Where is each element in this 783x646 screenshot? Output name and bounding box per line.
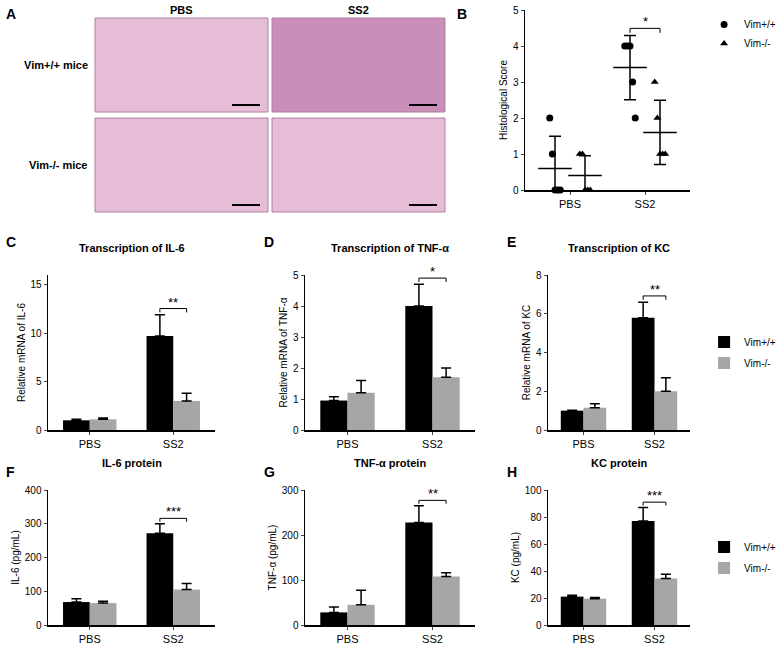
svg-text:TNF-α (pg/mL): TNF-α (pg/mL) bbox=[267, 525, 278, 591]
svg-text:Histological Score: Histological Score bbox=[498, 60, 509, 140]
svg-text:PBS: PBS bbox=[559, 198, 581, 210]
svg-text:***: *** bbox=[166, 504, 181, 519]
svg-text:PBS: PBS bbox=[79, 438, 101, 450]
svg-text:E: E bbox=[507, 234, 516, 250]
svg-text:KC protein: KC protein bbox=[591, 457, 648, 469]
svg-text:Vim-/- mice: Vim-/- mice bbox=[29, 159, 88, 171]
svg-text:5: 5 bbox=[293, 270, 299, 281]
svg-text:10: 10 bbox=[30, 328, 42, 339]
svg-text:0: 0 bbox=[36, 620, 42, 631]
svg-text:80: 80 bbox=[530, 512, 542, 523]
svg-text:*: * bbox=[643, 14, 648, 29]
svg-text:Vim+/+: Vim+/+ bbox=[744, 337, 776, 348]
svg-text:Relative mRNA of TNF-α: Relative mRNA of TNF-α bbox=[278, 297, 289, 407]
svg-text:Vim-/-: Vim-/- bbox=[744, 563, 770, 574]
svg-text:SS2: SS2 bbox=[644, 633, 665, 645]
svg-text:IL-6 protein: IL-6 protein bbox=[102, 457, 162, 469]
svg-text:0: 0 bbox=[536, 620, 542, 631]
svg-text:SS2: SS2 bbox=[163, 633, 184, 645]
svg-text:0: 0 bbox=[293, 425, 299, 436]
svg-text:TNF-α protein: TNF-α protein bbox=[354, 457, 426, 469]
svg-text:SS2: SS2 bbox=[422, 438, 443, 450]
svg-text:SS2: SS2 bbox=[644, 438, 665, 450]
svg-text:5: 5 bbox=[36, 376, 42, 387]
svg-text:**: ** bbox=[168, 295, 178, 310]
svg-text:6: 6 bbox=[536, 308, 542, 319]
svg-text:0: 0 bbox=[513, 185, 519, 196]
svg-text:2: 2 bbox=[513, 113, 519, 124]
svg-text:3: 3 bbox=[293, 332, 299, 343]
svg-text:***: *** bbox=[647, 488, 662, 503]
svg-text:Relative mRNA of KC: Relative mRNA of KC bbox=[521, 305, 532, 401]
svg-text:C: C bbox=[6, 234, 16, 250]
svg-text:Vim-/-: Vim-/- bbox=[744, 358, 770, 369]
svg-text:3: 3 bbox=[513, 77, 519, 88]
svg-text:8: 8 bbox=[536, 270, 542, 281]
svg-text:2: 2 bbox=[293, 363, 299, 374]
svg-text:300: 300 bbox=[282, 485, 299, 496]
svg-text:Vim+/+: Vim+/+ bbox=[744, 19, 776, 30]
svg-text:200: 200 bbox=[282, 530, 299, 541]
svg-text:4: 4 bbox=[536, 347, 542, 358]
svg-text:KC (pg/mL): KC (pg/mL) bbox=[510, 532, 521, 583]
svg-text:0: 0 bbox=[536, 425, 542, 436]
svg-text:D: D bbox=[264, 234, 274, 250]
svg-text:400: 400 bbox=[25, 485, 42, 496]
svg-text:PBS: PBS bbox=[572, 438, 594, 450]
svg-text:Vim-/-: Vim-/- bbox=[744, 38, 770, 49]
svg-text:15: 15 bbox=[30, 279, 42, 290]
svg-text:4: 4 bbox=[293, 301, 299, 312]
svg-text:G: G bbox=[264, 464, 275, 480]
svg-text:0: 0 bbox=[36, 425, 42, 436]
svg-text:B: B bbox=[457, 6, 467, 22]
svg-text:F: F bbox=[6, 464, 15, 480]
svg-text:5: 5 bbox=[513, 5, 519, 16]
svg-text:1: 1 bbox=[293, 394, 299, 405]
svg-text:Transcription of TNF-α: Transcription of TNF-α bbox=[331, 242, 449, 254]
svg-text:300: 300 bbox=[25, 518, 42, 529]
svg-text:Vim+/+ mice: Vim+/+ mice bbox=[24, 59, 88, 71]
svg-text:SS2: SS2 bbox=[422, 633, 443, 645]
svg-text:A: A bbox=[6, 6, 16, 22]
svg-text:PBS: PBS bbox=[336, 438, 358, 450]
svg-text:SS2: SS2 bbox=[635, 198, 656, 210]
svg-text:40: 40 bbox=[530, 566, 542, 577]
svg-text:SS2: SS2 bbox=[163, 438, 184, 450]
svg-text:1: 1 bbox=[513, 149, 519, 160]
svg-text:PBS: PBS bbox=[170, 4, 193, 16]
svg-text:100: 100 bbox=[25, 586, 42, 597]
svg-text:0: 0 bbox=[293, 620, 299, 631]
svg-text:200: 200 bbox=[25, 552, 42, 563]
svg-text:2: 2 bbox=[536, 386, 542, 397]
svg-text:4: 4 bbox=[513, 41, 519, 52]
svg-text:IL-6 (pg/mL): IL-6 (pg/mL) bbox=[10, 530, 21, 584]
svg-text:PBS: PBS bbox=[572, 633, 594, 645]
svg-text:*: * bbox=[430, 264, 435, 279]
svg-text:Vim+/+: Vim+/+ bbox=[744, 542, 776, 553]
svg-text:PBS: PBS bbox=[336, 633, 358, 645]
svg-text:PBS: PBS bbox=[79, 633, 101, 645]
svg-text:SS2: SS2 bbox=[348, 4, 369, 16]
svg-text:100: 100 bbox=[282, 575, 299, 586]
svg-text:Relative mRNA of IL-6: Relative mRNA of IL-6 bbox=[16, 303, 27, 402]
svg-text:100: 100 bbox=[525, 485, 542, 496]
svg-text:60: 60 bbox=[530, 539, 542, 550]
svg-text:**: ** bbox=[428, 486, 438, 501]
svg-text:Transcription of KC: Transcription of KC bbox=[568, 242, 670, 254]
svg-text:20: 20 bbox=[530, 593, 542, 604]
svg-text:**: ** bbox=[650, 282, 660, 297]
svg-text:H: H bbox=[507, 464, 517, 480]
svg-text:Transcription of IL-6: Transcription of IL-6 bbox=[79, 242, 185, 254]
